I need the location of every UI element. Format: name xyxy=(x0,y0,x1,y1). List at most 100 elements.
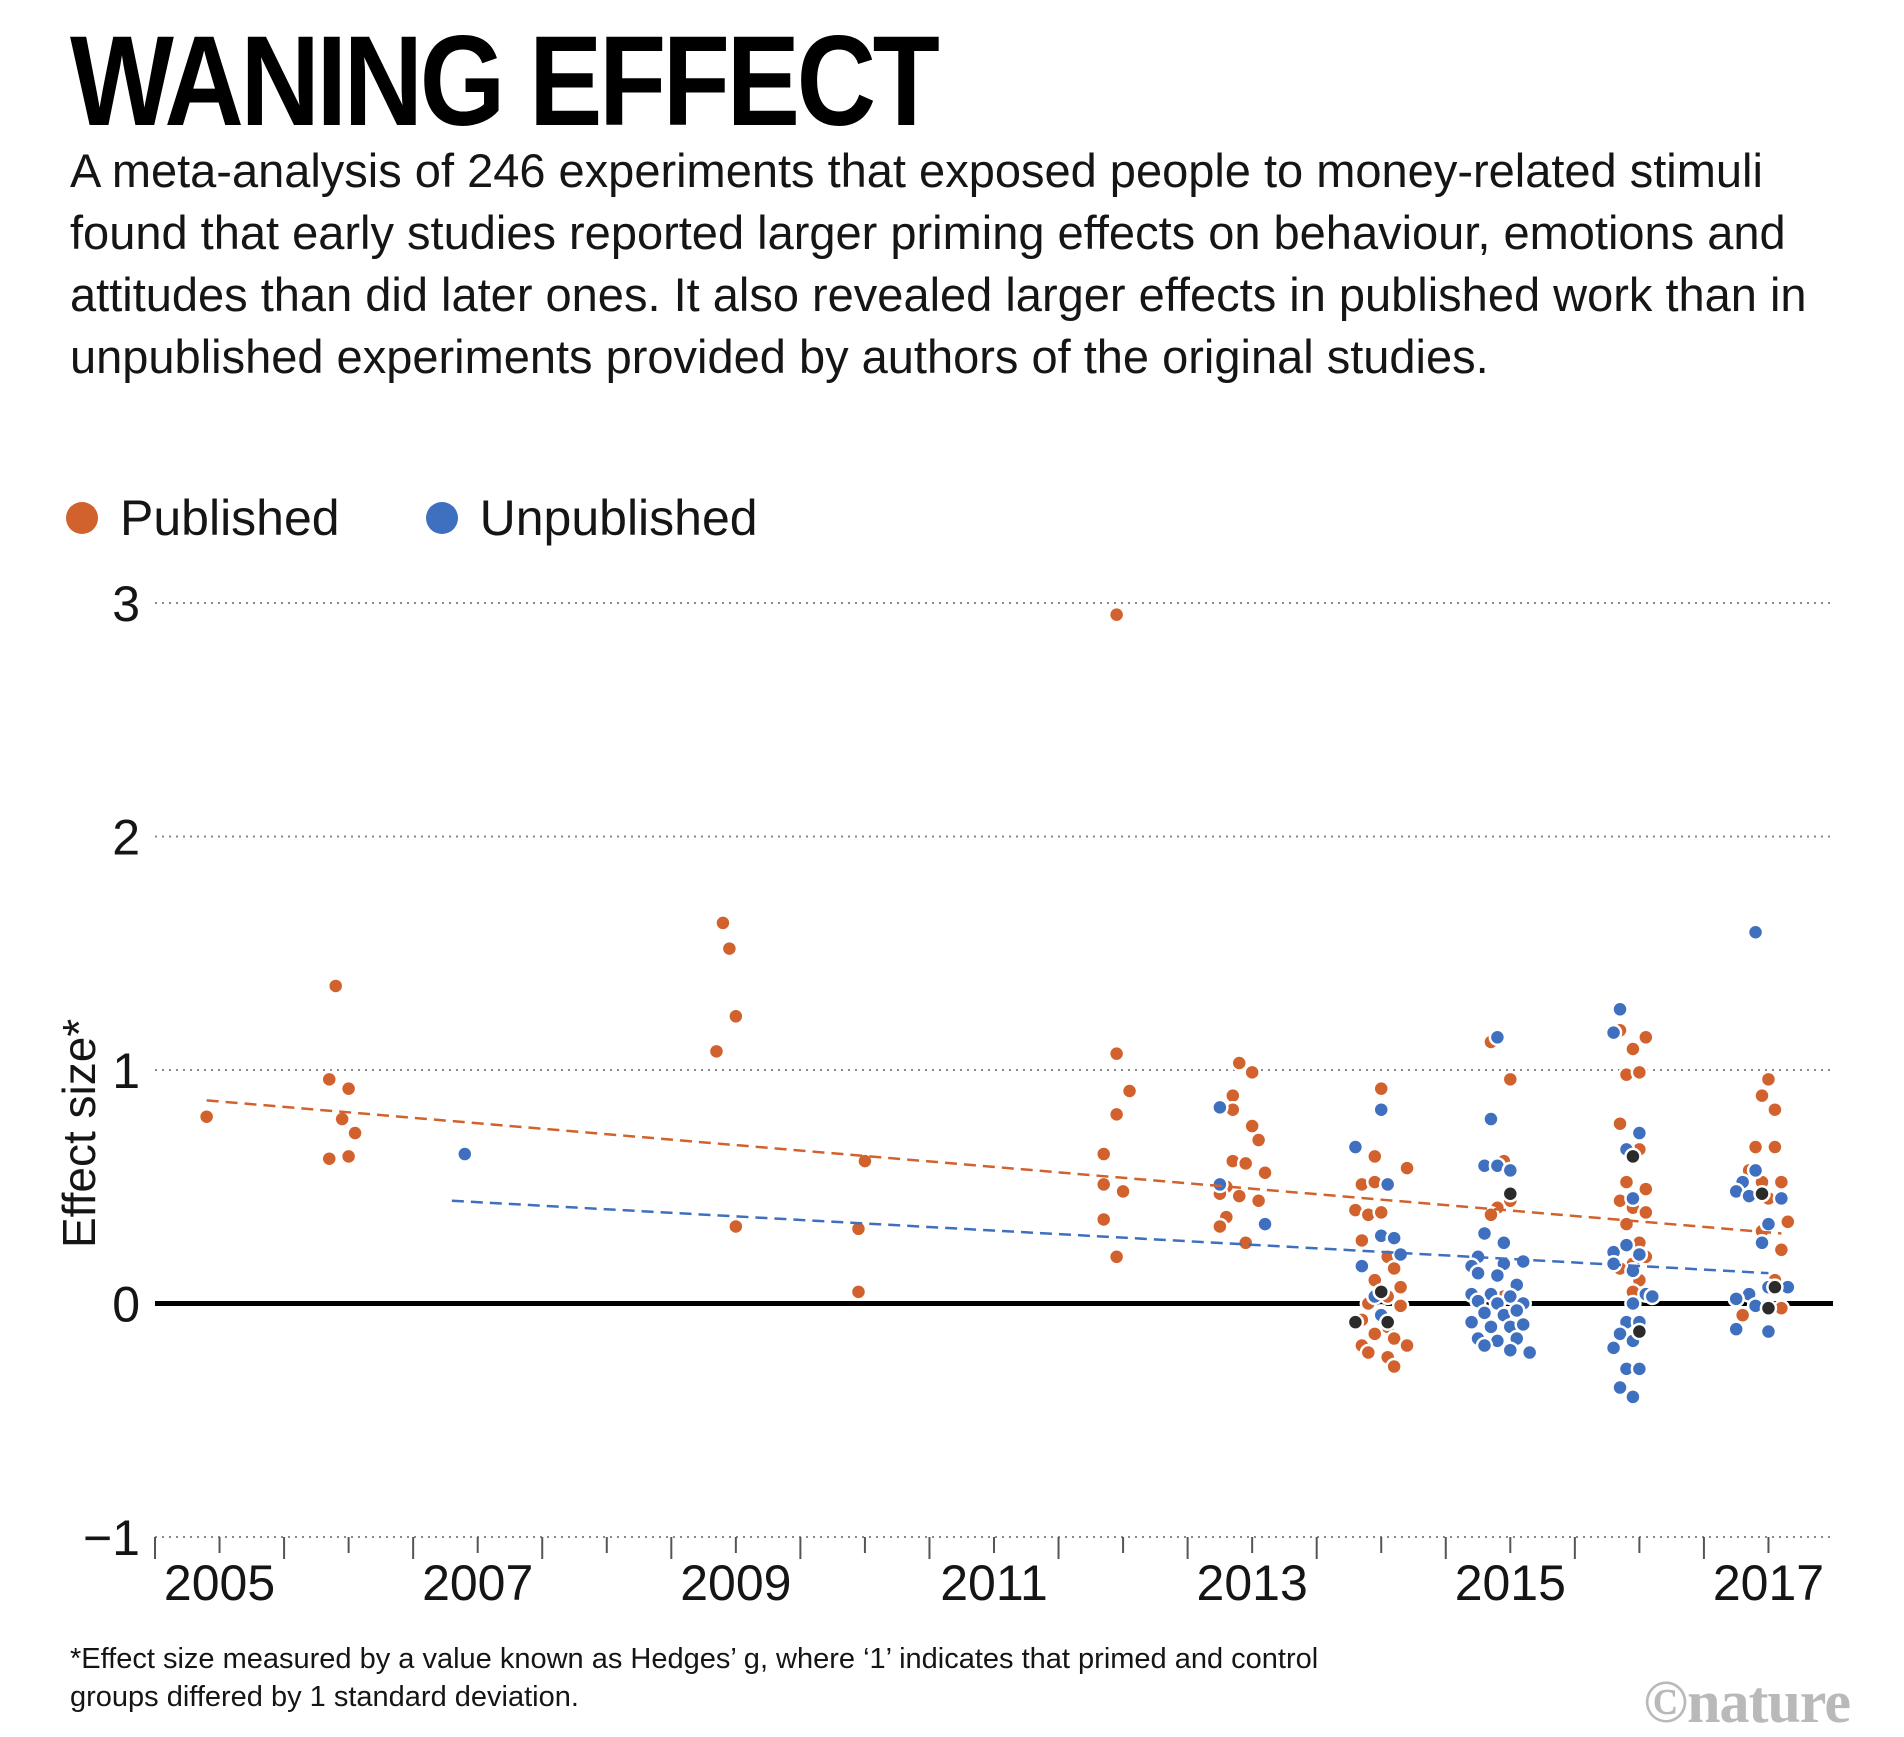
unpublished-point xyxy=(1746,1161,1765,1180)
unpublished-point xyxy=(1495,1234,1513,1252)
published-point xyxy=(1617,1173,1636,1191)
published-point xyxy=(1094,1145,1113,1163)
overlap-point xyxy=(1766,1278,1784,1296)
footnote: *Effect size measured by a value known a… xyxy=(70,1643,1319,1713)
unpublished-point xyxy=(1469,1264,1487,1282)
published-point xyxy=(326,977,345,995)
published-point xyxy=(1107,1044,1126,1063)
unpublished-point xyxy=(1514,1252,1532,1271)
published-point xyxy=(1772,1241,1791,1259)
x-tick-label: 2005 xyxy=(164,1555,275,1611)
unpublished-point xyxy=(1256,1215,1274,1233)
unpublished-point xyxy=(1611,1000,1629,1019)
chart-title: WANING EFFECT xyxy=(70,10,940,153)
published-point xyxy=(707,1042,726,1061)
published-point xyxy=(1094,1210,1113,1229)
published-point xyxy=(1482,1206,1500,1224)
x-tick-label: 2011 xyxy=(940,1555,1048,1611)
published-point xyxy=(197,1107,216,1126)
legend: Published Unpublished xyxy=(66,488,844,548)
unpublished-trend-line xyxy=(451,1199,1769,1275)
y-tick-label: 3 xyxy=(112,576,140,632)
unpublished-point xyxy=(1475,1336,1494,1355)
unpublished-point xyxy=(1508,1301,1526,1320)
published-trend-line xyxy=(206,1099,1782,1235)
unpublished-point xyxy=(1372,1100,1390,1119)
unpublished-dot-icon xyxy=(425,502,458,534)
published-point xyxy=(1772,1173,1791,1191)
legend-label-unpublished: Unpublished xyxy=(479,490,758,546)
published-point xyxy=(1398,1336,1416,1355)
published-point xyxy=(1249,1131,1268,1149)
published-point xyxy=(1779,1213,1797,1231)
published-point xyxy=(1391,1278,1410,1296)
published-point xyxy=(856,1152,874,1170)
published-point xyxy=(849,1283,868,1301)
published-point xyxy=(1249,1192,1268,1210)
published-point xyxy=(1753,1086,1771,1105)
published-point xyxy=(714,914,732,932)
unpublished-point xyxy=(1772,1189,1791,1208)
published-point xyxy=(1746,1138,1765,1156)
unpublished-point xyxy=(1611,1378,1629,1397)
published-point xyxy=(720,939,739,958)
legend-item-unpublished: Unpublished xyxy=(425,489,758,547)
unpublished-point xyxy=(1501,1287,1520,1306)
unpublished-point xyxy=(1630,1245,1649,1264)
published-point xyxy=(1766,1138,1784,1156)
published-point xyxy=(1359,1343,1378,1362)
scatter-plot: 3 2 1 0 −1 2005 2007 2009 2011 2013 2015 2017 Effect… xyxy=(53,576,1833,1611)
published-point xyxy=(1256,1163,1274,1182)
overlap-point xyxy=(1378,1313,1397,1331)
unpublished-point xyxy=(1617,1236,1636,1254)
legend-item-published: Published xyxy=(66,489,340,547)
x-tick-label: 2009 xyxy=(680,1555,791,1611)
overlap-point xyxy=(1630,1322,1649,1341)
published-point xyxy=(1624,1040,1642,1058)
unpublished-point xyxy=(1624,1294,1642,1313)
published-point xyxy=(1385,1259,1403,1278)
nature-credit: ©nature xyxy=(1643,1669,1851,1735)
unpublished-point xyxy=(1604,1339,1623,1357)
chart-subtitle: A meta-analysis of 246 experiments that … xyxy=(70,144,1807,383)
unpublished-point xyxy=(1501,1341,1520,1359)
published-point xyxy=(1107,1105,1126,1124)
published-point xyxy=(1243,1117,1261,1135)
published-point xyxy=(1094,1175,1113,1194)
unpublished-point xyxy=(1475,1224,1494,1243)
unpublished-point xyxy=(1378,1175,1397,1194)
published-point xyxy=(1114,1182,1132,1201)
published-point xyxy=(1637,1203,1655,1222)
x-tick-label: 2007 xyxy=(422,1555,533,1611)
unpublished-point xyxy=(456,1145,474,1163)
unpublished-point xyxy=(1630,1360,1649,1378)
published-point xyxy=(1230,1054,1248,1072)
published-point xyxy=(1224,1086,1242,1105)
unpublished-point xyxy=(1346,1138,1365,1156)
published-point xyxy=(1617,1215,1636,1233)
published-point xyxy=(1611,1114,1629,1133)
unpublished-point xyxy=(1746,923,1765,941)
unpublished-point xyxy=(1482,1110,1500,1128)
published-point xyxy=(320,1149,339,1168)
unpublished-point xyxy=(1501,1161,1520,1180)
published-point xyxy=(339,1079,358,1098)
published-point xyxy=(1398,1159,1416,1177)
unpublished-point xyxy=(1462,1313,1481,1331)
published-point xyxy=(1372,1079,1390,1098)
published-point xyxy=(1766,1100,1784,1119)
published-dot-icon xyxy=(66,502,98,534)
published-point xyxy=(1353,1231,1371,1250)
published-point xyxy=(727,1217,745,1236)
published-point xyxy=(849,1220,868,1238)
unpublished-point xyxy=(1753,1234,1771,1252)
unpublished-point xyxy=(1520,1343,1539,1362)
unpublished-point xyxy=(1353,1257,1371,1275)
unpublished-point xyxy=(1759,1322,1778,1341)
overlap-point xyxy=(1372,1283,1390,1301)
published-point xyxy=(1366,1325,1384,1343)
unpublished-point xyxy=(1482,1318,1500,1336)
published-point xyxy=(1120,1082,1139,1100)
y-tick-label: 1 xyxy=(112,1043,140,1099)
published-point xyxy=(1637,1180,1655,1198)
